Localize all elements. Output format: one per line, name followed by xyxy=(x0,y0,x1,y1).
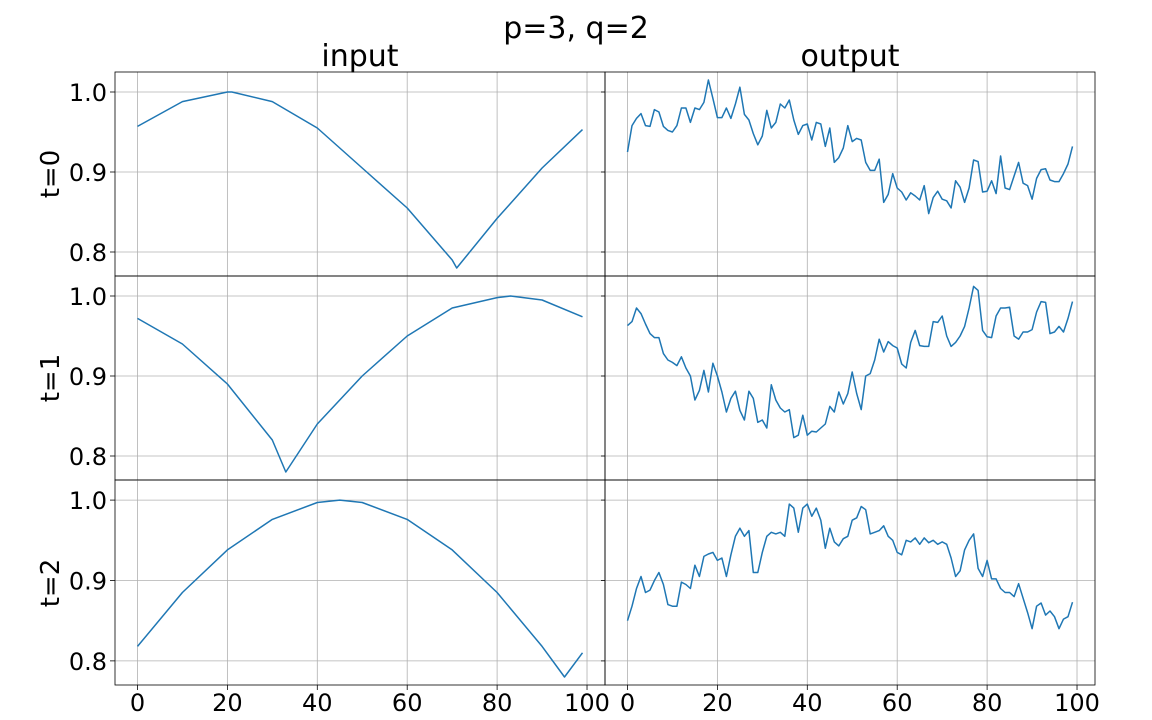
panel-output-t-0 xyxy=(601,71,1096,277)
row-label-t2: t=2 xyxy=(36,559,66,608)
panel-input-t-0: 0.8 0.9 1.0 xyxy=(69,71,606,277)
panel-input-t-2: 0.8 0.9 1.0 0 20 40 60 80 100 xyxy=(69,479,610,717)
x-tick-label: 0 xyxy=(620,689,635,717)
series-line-0 xyxy=(137,91,584,269)
x-tick-label: 40 xyxy=(302,689,333,717)
x-tick-label: 100 xyxy=(564,689,610,717)
y-tick-label: 0.9 xyxy=(69,567,107,595)
axes-frame xyxy=(604,479,1096,686)
panel-output-t-2: 0 20 40 60 80 100 xyxy=(601,479,1100,717)
series-line-0 xyxy=(627,285,1074,439)
x-tick-label: 80 xyxy=(482,689,513,717)
panels: 0.80.91.00.80.91.00.80.91.00 20 40 60 80 100 0… xyxy=(69,71,1100,717)
y-tick-label: 0.9 xyxy=(69,363,107,391)
y-tick-label: 1.0 xyxy=(69,79,107,107)
column-title-input: input xyxy=(321,39,398,74)
x-tick-label: 60 xyxy=(882,689,913,717)
axes-frame xyxy=(604,275,1096,481)
row-label-t0: t=0 xyxy=(36,150,66,199)
series-line-0 xyxy=(626,79,1074,215)
x-tick-label: 60 xyxy=(392,689,423,717)
x-tick-label: 100 xyxy=(1054,689,1100,717)
panel-output-t-1 xyxy=(601,275,1096,481)
y-tick-label: 0.8 xyxy=(69,443,107,471)
panel-input-t-1: 0.8 0.9 1.0 xyxy=(69,275,606,481)
x-tick-label: 0 xyxy=(130,689,145,717)
y-tick-label: 0.8 xyxy=(69,239,107,267)
y-tick-label: 1.0 xyxy=(69,283,107,311)
axes-frame xyxy=(114,479,606,686)
figure-suptitle: p=3, q=2 xyxy=(503,11,649,46)
y-tick-label: 1.0 xyxy=(69,487,107,515)
column-title-output: output xyxy=(801,39,900,74)
axes-frame xyxy=(114,71,606,277)
x-tick-label: 20 xyxy=(702,689,733,717)
x-tick-label: 80 xyxy=(972,689,1003,717)
y-tick-label: 0.9 xyxy=(69,159,107,187)
x-tick-label: 20 xyxy=(212,689,243,717)
series-line-0 xyxy=(137,295,583,473)
series-line-0 xyxy=(626,503,1074,630)
x-tick-label: 40 xyxy=(792,689,823,717)
y-tick-label: 0.8 xyxy=(69,648,107,676)
row-label-t1: t=1 xyxy=(36,354,66,403)
series-line-0 xyxy=(136,499,584,678)
